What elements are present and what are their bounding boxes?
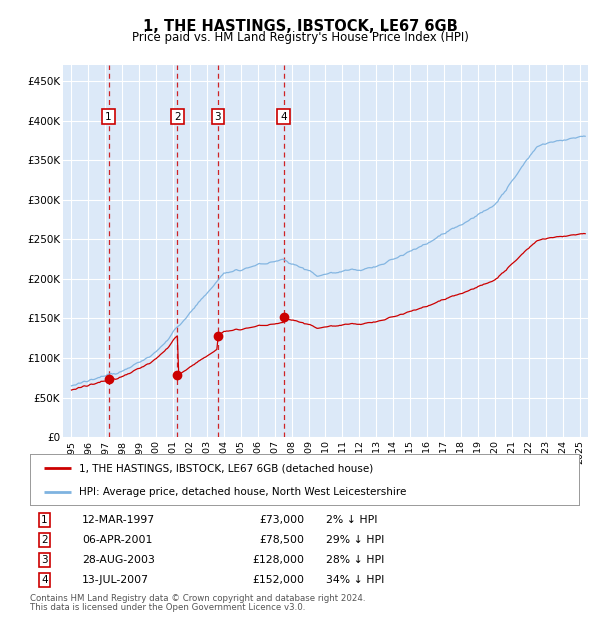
- Text: Contains HM Land Registry data © Crown copyright and database right 2024.: Contains HM Land Registry data © Crown c…: [30, 594, 365, 603]
- Text: 4: 4: [41, 575, 47, 585]
- Text: HPI: Average price, detached house, North West Leicestershire: HPI: Average price, detached house, Nort…: [79, 487, 407, 497]
- Text: 2% ↓ HPI: 2% ↓ HPI: [326, 515, 378, 525]
- Bar: [107, 65, 110, 437]
- Text: 13-JUL-2007: 13-JUL-2007: [82, 575, 149, 585]
- Text: 1, THE HASTINGS, IBSTOCK, LE67 6GB (detached house): 1, THE HASTINGS, IBSTOCK, LE67 6GB (deta…: [79, 463, 374, 473]
- Text: 06-APR-2001: 06-APR-2001: [82, 535, 152, 545]
- Text: 2: 2: [41, 535, 47, 545]
- Text: 29% ↓ HPI: 29% ↓ HPI: [326, 535, 385, 545]
- Text: 3: 3: [215, 112, 221, 122]
- Text: 28% ↓ HPI: 28% ↓ HPI: [326, 555, 385, 565]
- Bar: [217, 65, 220, 437]
- Bar: [283, 65, 285, 437]
- Text: 2: 2: [174, 112, 181, 122]
- Text: £73,000: £73,000: [259, 515, 305, 525]
- Text: 1: 1: [105, 112, 112, 122]
- Text: This data is licensed under the Open Government Licence v3.0.: This data is licensed under the Open Gov…: [30, 603, 305, 613]
- Text: £78,500: £78,500: [260, 535, 305, 545]
- Bar: [176, 65, 179, 437]
- Text: £128,000: £128,000: [253, 555, 305, 565]
- Text: £152,000: £152,000: [253, 575, 305, 585]
- Text: 3: 3: [41, 555, 47, 565]
- Text: 28-AUG-2003: 28-AUG-2003: [82, 555, 155, 565]
- Text: 4: 4: [280, 112, 287, 122]
- Text: 1: 1: [41, 515, 47, 525]
- Text: Price paid vs. HM Land Registry's House Price Index (HPI): Price paid vs. HM Land Registry's House …: [131, 31, 469, 44]
- Text: 34% ↓ HPI: 34% ↓ HPI: [326, 575, 385, 585]
- Text: 1, THE HASTINGS, IBSTOCK, LE67 6GB: 1, THE HASTINGS, IBSTOCK, LE67 6GB: [143, 19, 457, 33]
- Text: 12-MAR-1997: 12-MAR-1997: [82, 515, 155, 525]
